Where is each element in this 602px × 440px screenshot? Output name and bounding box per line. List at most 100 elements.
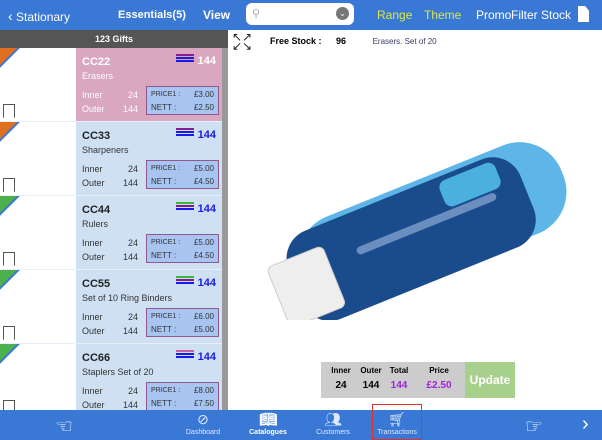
- outer-label: Outer: [82, 400, 105, 410]
- price-box: PRICE1 : £3.00 NETT : £2.50: [146, 86, 219, 115]
- bookmark-icon[interactable]: [3, 400, 15, 410]
- price1-value: £3.00: [193, 90, 214, 99]
- color-stripes: [176, 128, 194, 136]
- corner-tag: [0, 196, 20, 216]
- inner-label: Inner: [82, 90, 103, 100]
- price1-value: £8.00: [193, 386, 214, 395]
- color-stripes: [176, 350, 194, 358]
- list-header: 123 Gifts: [0, 30, 228, 48]
- list-scrollbar[interactable]: [222, 48, 228, 410]
- nett-value: £4.50: [193, 251, 214, 260]
- bookmark-icon[interactable]: [3, 104, 15, 118]
- list-item[interactable]: CC44 Rulers 144 Inner 24 Outer 144 PRICE…: [0, 196, 222, 270]
- bookmark-icon[interactable]: [3, 252, 15, 266]
- document-icon[interactable]: [578, 6, 589, 22]
- search-input[interactable]: ⚲ ⌄: [246, 3, 354, 25]
- back-button[interactable]: ‹ Stationary: [8, 8, 70, 24]
- total-value: 144: [390, 380, 408, 391]
- outer-value: 144: [362, 380, 380, 391]
- update-button[interactable]: Update: [465, 362, 515, 398]
- color-stripes: [176, 276, 194, 284]
- corner-tag: [0, 122, 20, 142]
- price1-label: PRICE1 :: [151, 239, 181, 246]
- product-description: Erasers. Set of 20: [372, 37, 437, 46]
- total-label: Total: [389, 366, 409, 375]
- product-code: CC22: [82, 56, 111, 68]
- price-label: Price: [429, 366, 449, 375]
- tab-customers[interactable]: 👥︎ Customers: [308, 410, 358, 440]
- price1-label: PRICE1 :: [151, 91, 181, 98]
- stock-count: 144: [197, 277, 216, 289]
- stock-count: 144: [197, 351, 216, 363]
- product-thumbnail: [0, 122, 76, 195]
- top-navigation-bar: ‹ Stationary Essentials(5) View ⚲ ⌄ Rang…: [0, 0, 602, 30]
- bookmark-icon[interactable]: [3, 326, 15, 340]
- hand-pointing-right-icon[interactable]: ☞: [525, 416, 543, 438]
- filter-button[interactable]: Filter: [511, 8, 538, 22]
- range-button[interactable]: Range: [377, 8, 413, 22]
- inner-label: Inner: [82, 238, 103, 248]
- product-code: CC44: [82, 204, 111, 216]
- price-box: PRICE1 : £6.00 NETT : £5.00: [146, 308, 219, 337]
- stock-count: 144: [197, 55, 216, 67]
- tab-label: Customers: [316, 429, 350, 436]
- product-image: [267, 142, 567, 320]
- hand-pointing-left-icon[interactable]: ☞: [55, 416, 73, 438]
- color-stripes: [176, 202, 194, 210]
- dropdown-chevron-icon[interactable]: ⌄: [336, 7, 349, 20]
- chevron-right-icon[interactable]: ›: [582, 413, 589, 435]
- price1-value: £6.00: [193, 312, 214, 321]
- cart-icon: 🛒︎: [388, 411, 406, 427]
- tab-transactions[interactable]: 🛒︎ Transactions: [372, 410, 422, 440]
- expand-icon[interactable]: ↖↗ ↙↘: [232, 30, 253, 53]
- nett-value: £5.00: [193, 325, 214, 334]
- list-item[interactable]: CC22 Erasers 144 Inner 24 Outer 144 PRIC…: [0, 48, 222, 122]
- outer-value: 144: [122, 326, 138, 336]
- free-stock-label: Free Stock :: [270, 36, 322, 46]
- outer-label: Outer: [82, 252, 105, 262]
- price-value: £2.50: [426, 380, 452, 391]
- product-code: CC33: [82, 130, 111, 142]
- inner-value: 24: [127, 164, 138, 174]
- transactions-highlight: [372, 404, 422, 440]
- product-thumbnail: [0, 196, 76, 269]
- product-thumbnail: [0, 270, 76, 343]
- tab-label: Catalogues: [249, 429, 287, 436]
- outer-value: 144: [122, 104, 138, 114]
- tab-catalogues[interactable]: 📖︎ Catalogues: [243, 410, 293, 440]
- product-name: Erasers: [82, 71, 114, 81]
- nett-label: NETT :: [151, 399, 177, 408]
- price-box: PRICE1 : £5.00 NETT : £4.50: [146, 234, 219, 263]
- inner-label: Inner: [82, 386, 103, 396]
- price1-label: PRICE1 :: [151, 387, 181, 394]
- price1-label: PRICE1 :: [151, 165, 181, 172]
- promo-button[interactable]: Promo: [476, 8, 512, 22]
- price1-value: £5.00: [193, 238, 214, 247]
- stock-count: 144: [197, 203, 216, 215]
- chevron-left-icon: ‹: [8, 8, 13, 24]
- color-stripes: [176, 54, 194, 62]
- price1-label: PRICE1 :: [151, 313, 181, 320]
- inner-label: Inner: [331, 366, 351, 375]
- collection-button[interactable]: Essentials(5): [118, 9, 186, 21]
- price1-value: £5.00: [193, 164, 214, 173]
- inner-value: 24: [127, 90, 138, 100]
- list-item[interactable]: CC66 Staplers Set of 20 144 Inner 24 Out…: [0, 344, 222, 410]
- nett-label: NETT :: [151, 325, 177, 334]
- product-code: CC55: [82, 278, 111, 290]
- product-thumbnail: [0, 48, 76, 121]
- nett-label: NETT :: [151, 103, 177, 112]
- view-button[interactable]: View: [203, 8, 231, 22]
- list-item[interactable]: CC33 Sharpeners 144 Inner 24 Outer 144 P…: [0, 122, 222, 196]
- inner-label: Inner: [82, 312, 103, 322]
- stock-count: 144: [197, 129, 216, 141]
- product-name: Rulers: [82, 219, 109, 229]
- nett-value: £4.50: [193, 177, 214, 186]
- tab-dashboard[interactable]: ⊘ Dashboard: [178, 410, 228, 440]
- outer-value: 144: [122, 252, 138, 262]
- stock-button[interactable]: Stock: [541, 8, 572, 22]
- users-icon: 👥︎: [324, 411, 342, 427]
- bookmark-icon[interactable]: [3, 178, 15, 192]
- theme-button[interactable]: Theme: [424, 8, 462, 22]
- list-item[interactable]: CC55 Set of 10 Ring Binders 144 Inner 24…: [0, 270, 222, 344]
